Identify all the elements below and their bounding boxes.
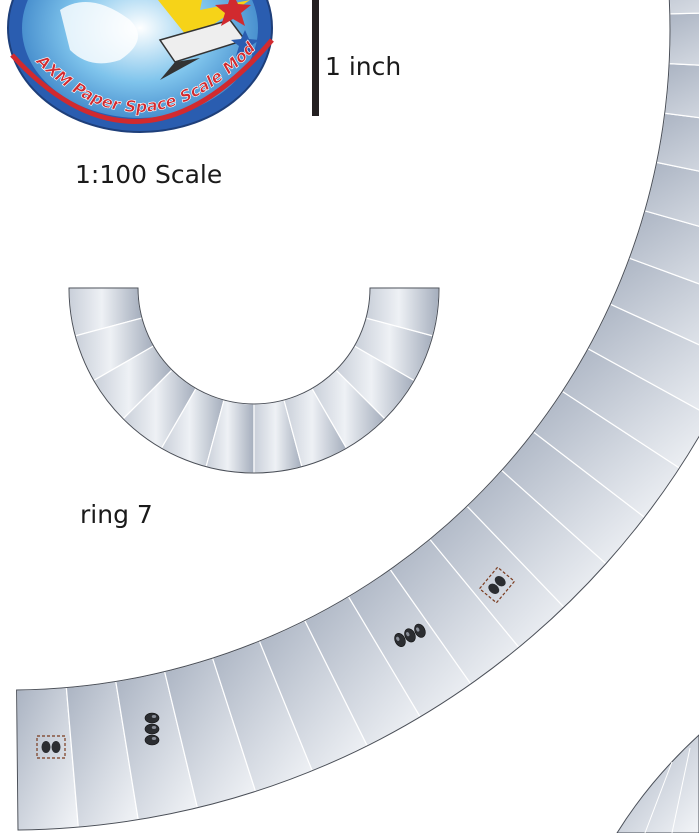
partial-part-fragment (616, 734, 699, 833)
scale-bar-label: 1 inch (325, 52, 402, 81)
small-ring-part (68, 287, 440, 474)
axm-logo-badge: AXM Paper Space Scale Modeling (0, 0, 274, 133)
large-ring-panel (668, 12, 699, 66)
window-marks (144, 712, 160, 746)
boxed-window-marks (478, 566, 516, 604)
large-ring-outline (16, 0, 699, 831)
ring-part-label: ring 7 (80, 500, 153, 529)
large-ring-part (15, 0, 699, 831)
scale-label: 1:100 Scale (75, 160, 223, 189)
small-ring-outline (68, 287, 440, 474)
panel-details (36, 566, 516, 759)
large-ring-panel (668, 0, 699, 15)
boxed-window-marks (36, 735, 66, 759)
window-marks (394, 623, 426, 647)
scale-bar (312, 0, 319, 116)
